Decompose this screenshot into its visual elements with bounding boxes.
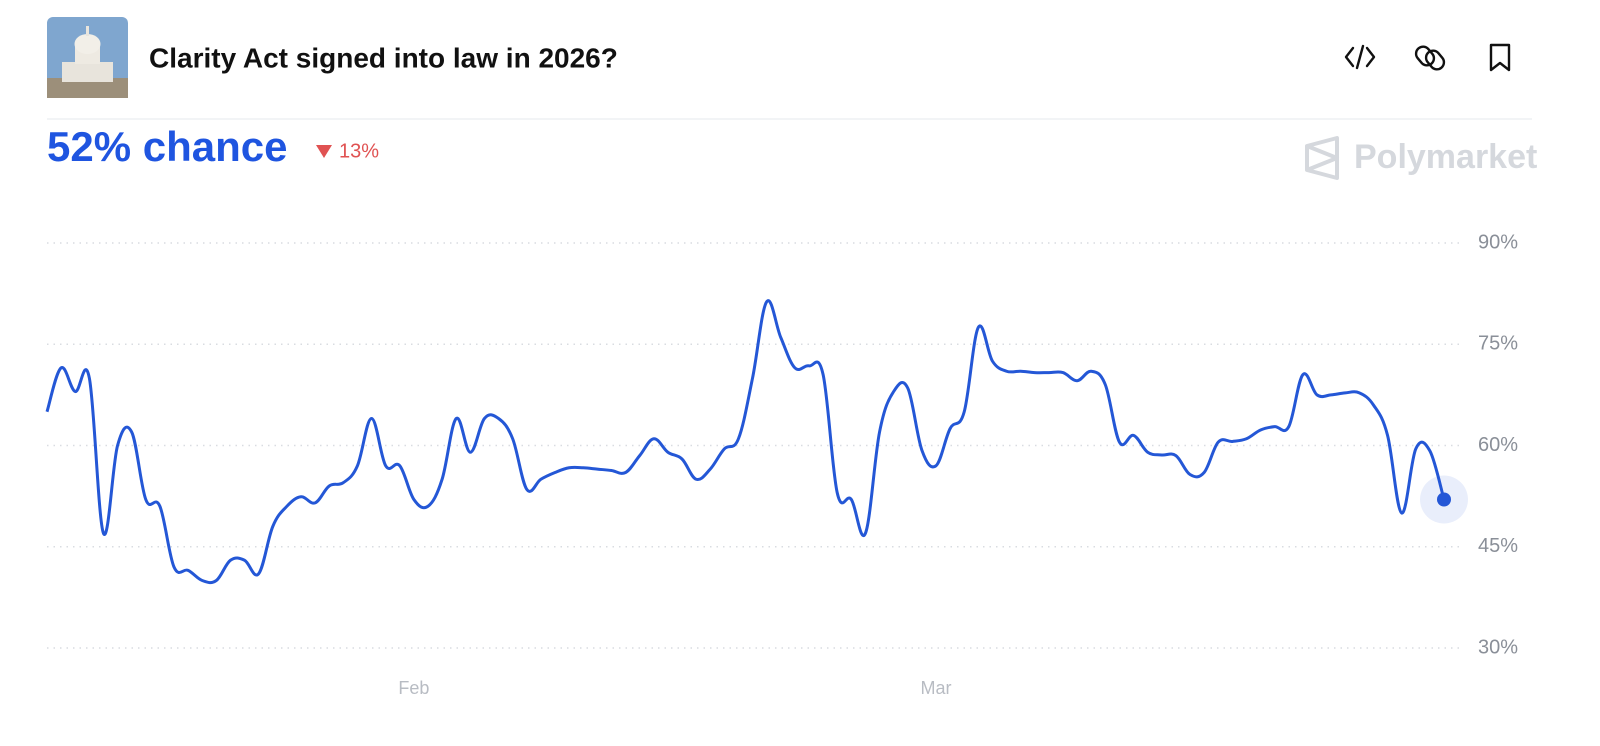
price-line [45,299,1446,585]
market-title: Clarity Act signed into law in 2026? [149,42,618,73]
x-tick-label: Feb [398,678,429,698]
y-tick-label: 90% [1478,231,1518,253]
y-tick-label: 45% [1478,535,1518,557]
y-tick-label: 60% [1478,434,1518,456]
embed-button[interactable] [1344,44,1376,70]
x-tick-label: Mar [921,678,952,698]
end-dot [1437,492,1451,507]
brand-logo [1305,136,1339,180]
down-arrow [316,145,332,158]
headline: 52% chance [47,123,287,170]
y-tick-label: 30% [1478,636,1518,658]
link-button[interactable] [1413,44,1447,72]
change: 13% [339,140,379,162]
bookmark-button[interactable] [1489,43,1511,72]
y-tick-label: 75% [1478,333,1518,355]
market-image [47,17,128,98]
brand-name: Polymarket [1354,138,1537,176]
